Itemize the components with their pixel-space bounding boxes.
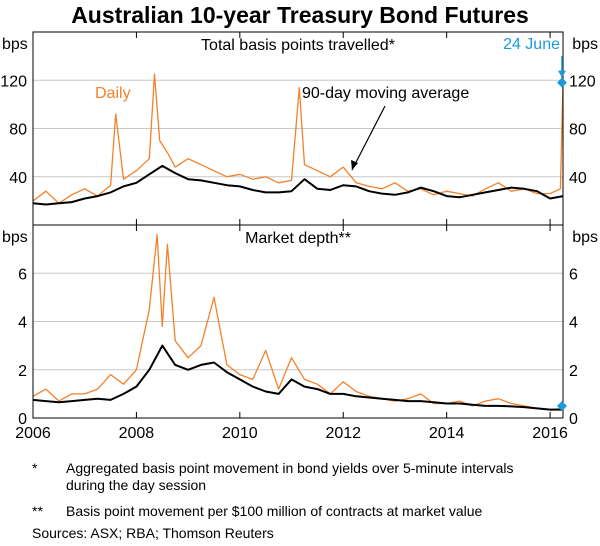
bottom-series-moving-average-line [32, 344, 563, 411]
daily-series-label: Daily [95, 85, 131, 102]
bottom-panel-title: Market depth** [245, 230, 351, 247]
top-ytick-left: 80 [9, 122, 27, 139]
bottom-ytick-left: 6 [18, 266, 27, 283]
footnote-2: ** Basis point movement per $100 million… [32, 503, 572, 520]
x-tick-label: 2006 [15, 425, 51, 442]
top-ytick-right: 120 [569, 73, 596, 90]
top-ytick-right: 80 [569, 122, 587, 139]
highlight-date-label: 24 June [503, 36, 560, 53]
footnote-2-marker: ** [32, 503, 43, 519]
figure-title: Australian 10-year Treasury Bond Futures [71, 2, 529, 28]
top-ylabel-left: bps [2, 36, 28, 53]
x-tick-label: 2014 [429, 425, 465, 442]
bottom-ytick-right: 6 [569, 266, 578, 283]
x-tick-label: 2010 [222, 425, 258, 442]
x-tick-label: 2016 [532, 425, 568, 442]
footnote-1: * Aggregated basis point movement in bon… [32, 460, 552, 494]
top-ytick-right: 40 [569, 170, 587, 187]
x-tick-label: 2012 [325, 425, 361, 442]
bottom-ytick-left: 2 [18, 363, 27, 380]
moving-average-arrowhead [351, 160, 358, 170]
highlight-marker-top [556, 77, 567, 88]
top-ytick-left: 40 [9, 170, 27, 187]
x-tick-label: 2008 [119, 425, 155, 442]
top-ylabel-right: bps [572, 36, 598, 53]
sources-note: Sources: ASX; RBA; Thomson Reuters [32, 525, 274, 541]
bottom-ylabel-right: bps [572, 229, 598, 246]
footnote-2-text: Basis point movement per $100 million of… [66, 503, 483, 519]
bottom-ytick-right: 2 [569, 363, 578, 380]
bottom-ytick-left: 4 [18, 315, 27, 332]
bottom-ylabel-left: bps [2, 229, 28, 246]
top-ytick-left: 120 [0, 73, 27, 90]
moving-average-label: 90-day moving average [302, 85, 469, 102]
top-series-moving-average-line [32, 164, 564, 206]
top-series-daily-line [32, 73, 564, 204]
top-panel-title: Total basis points travelled* [201, 37, 395, 54]
footnote-1-marker: * [32, 460, 38, 476]
footnote-1-text: Aggregated basis point movement in bond … [66, 460, 514, 493]
bottom-ytick-right: 0 [569, 411, 578, 428]
bottom-panel-frame [32, 224, 564, 419]
bottom-ytick-right: 4 [569, 315, 578, 332]
moving-average-arrow [351, 105, 386, 171]
bottom-ytick-left: 0 [18, 411, 27, 428]
highlight-pointer-arrowhead [557, 70, 566, 78]
highlight-marker-bottom [556, 400, 567, 411]
